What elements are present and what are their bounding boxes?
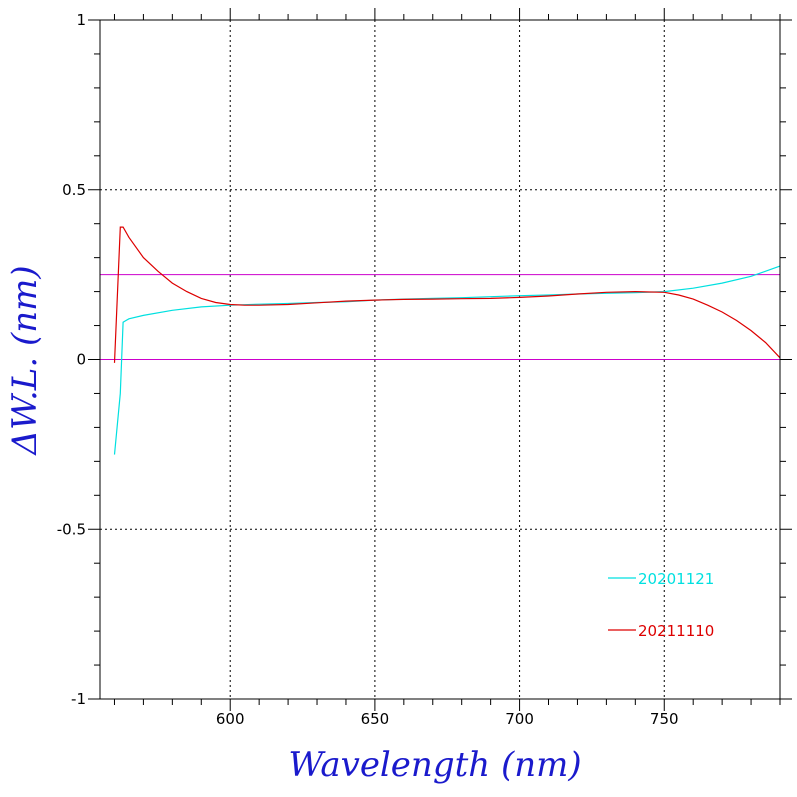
x-axis-title: Wavelength (nm) [288, 745, 581, 785]
legend-label: 20201121 [638, 570, 714, 588]
y-tick-label: 0 [76, 351, 86, 369]
legend-label: 20211110 [638, 622, 714, 640]
series-group [113, 226, 781, 455]
tick-labels: 600 650 700 750 -1 -0.5 0 0.5 1 [57, 11, 679, 728]
series-line-20211110 [113, 226, 781, 363]
x-tick-label: 650 [361, 710, 390, 728]
axis-ticks [88, 8, 792, 711]
y-tick-label: -0.5 [57, 520, 86, 538]
legend: 20201121 20211110 [608, 570, 714, 640]
x-tick-label: 600 [216, 710, 245, 728]
grid [100, 20, 780, 699]
y-tick-label: -1 [71, 690, 86, 708]
y-axis-title: ΔW.L. (nm) [5, 265, 45, 456]
x-tick-label: 750 [650, 710, 679, 728]
y-tick-label: 1 [76, 11, 86, 29]
reference-lines [100, 274, 780, 360]
x-tick-label: 700 [505, 710, 534, 728]
series-line-20201121 [113, 265, 781, 455]
y-tick-label: 0.5 [62, 181, 86, 199]
